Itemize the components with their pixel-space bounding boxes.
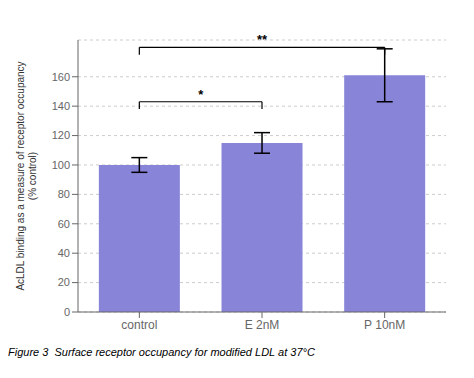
svg-text:60: 60 xyxy=(58,218,70,230)
svg-text:control: control xyxy=(121,318,157,332)
svg-text:140: 140 xyxy=(52,100,70,112)
svg-text:80: 80 xyxy=(58,188,70,200)
svg-text:0: 0 xyxy=(64,306,70,318)
svg-text:*: * xyxy=(198,87,204,102)
svg-text:120: 120 xyxy=(52,129,70,141)
svg-text:20: 20 xyxy=(58,276,70,288)
svg-text:100: 100 xyxy=(52,159,70,171)
svg-text:**: ** xyxy=(257,32,268,47)
svg-text:160: 160 xyxy=(52,71,70,83)
svg-text:P 10nM: P 10nM xyxy=(364,318,405,332)
svg-text:E 2nM: E 2nM xyxy=(245,318,280,332)
html-text:Figure 3 Surface receptor occu: Figure 3 Surface receptor occupancy for … xyxy=(8,346,315,358)
svg-text:40: 40 xyxy=(58,247,70,259)
svg-text:AcLDL binding as a measure of: AcLDL binding as a measure of receptor o… xyxy=(15,61,38,290)
